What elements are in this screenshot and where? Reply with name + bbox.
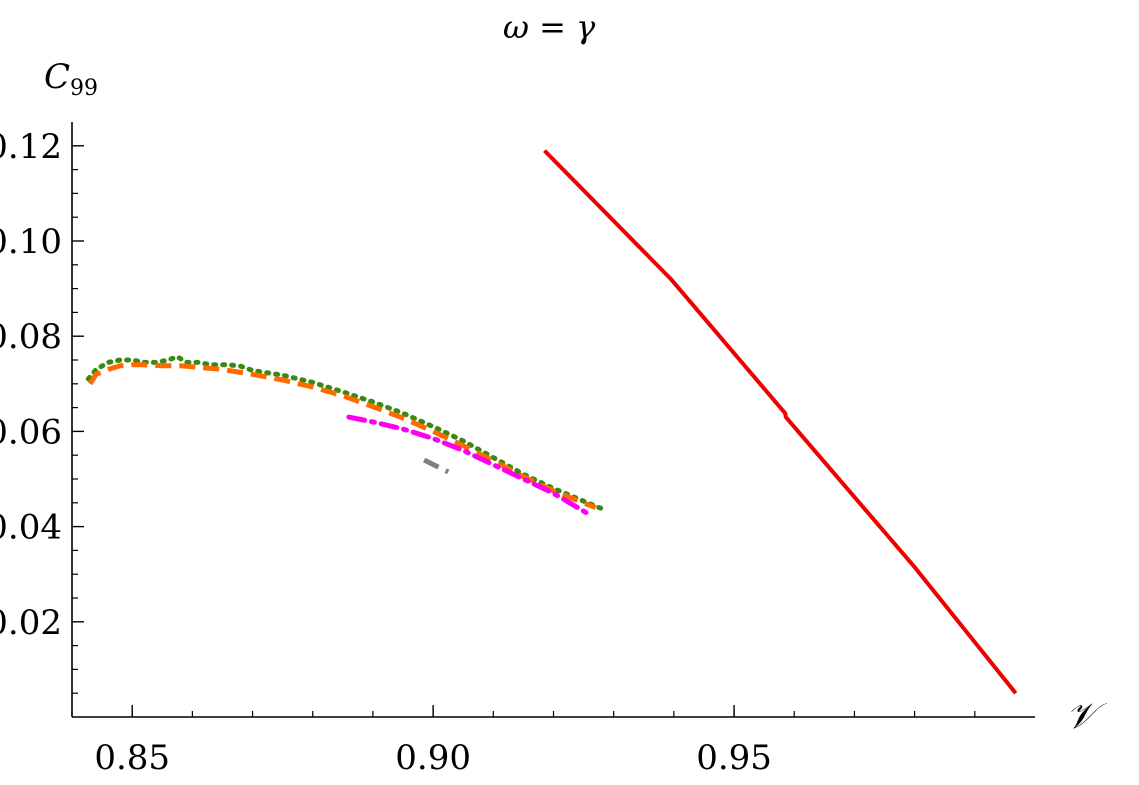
labels: ω = γ 𝒱 C 99 [44,8,1107,737]
y-tick-label: 0.10 [0,222,62,262]
series-layer [85,149,1018,695]
x-tick-label: 0.95 [696,738,772,778]
axes: 0.85 0.90 0.95 0.02 0.04 0.06 0.08 0.10 0.12 [0,122,1035,778]
y-tick-label: 0.08 [0,317,62,357]
series-1-dotted-line [85,354,608,513]
y-tick-label: 0.12 [0,127,62,167]
y-axis-label: C [44,57,70,97]
x-axis-label: 𝒱 [1066,696,1107,737]
y-axis-label-main: C [44,57,70,97]
y-tick-label: 0.02 [0,603,62,643]
series-2-dashed-line [87,362,597,510]
y-tick-label: 0.04 [0,508,62,548]
chart-title: ω = γ [503,8,596,46]
series-4-dashed-line [422,457,450,475]
x-tick-label: 0.90 [395,738,471,778]
series-3-dashdot-line [346,414,593,518]
y-tick-label: 0.06 [0,412,62,452]
series-0-solid-line [543,149,1018,695]
x-tick-label: 0.85 [94,738,170,778]
y-axis-label-subscript: 99 [70,76,98,101]
